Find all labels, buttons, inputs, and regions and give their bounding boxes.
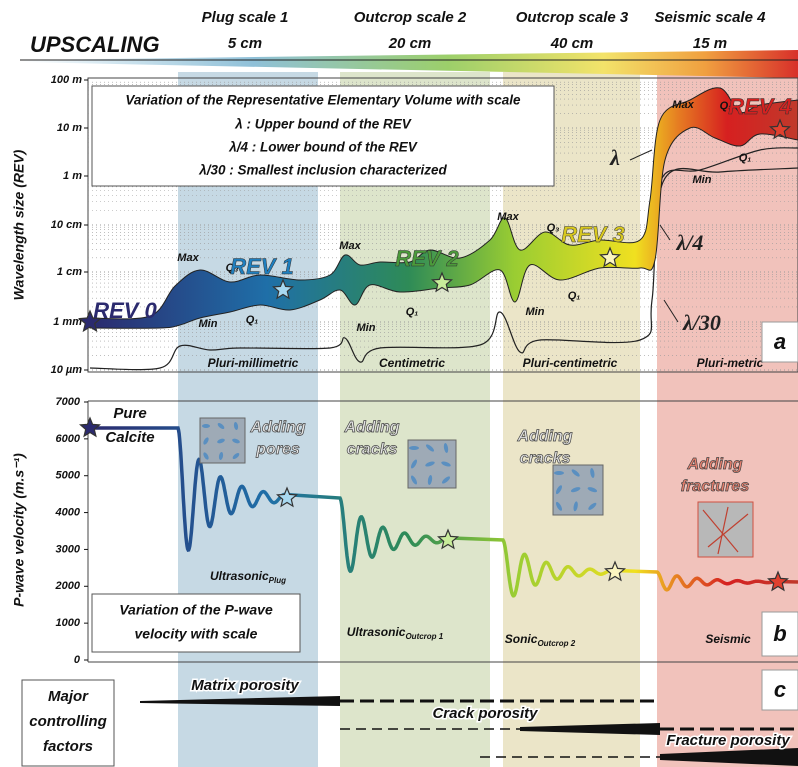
quantile-label: Q₁ (406, 306, 419, 318)
panel-c-title: Major (48, 688, 89, 705)
rev-label: REV 3 (561, 222, 625, 247)
process-label: cracks (520, 450, 571, 467)
quantile-label: Max (339, 240, 361, 252)
start-label: Calcite (105, 429, 154, 446)
method-name: Seismic (705, 632, 751, 646)
y-tick-label: 10 µm (51, 364, 83, 376)
header-title: UPSCALING (30, 32, 160, 57)
quantile-label: Max (177, 252, 199, 264)
method-sub: Outcrop 2 (537, 639, 575, 648)
quantile-label: Min (199, 318, 218, 330)
quantile-label: Min (693, 174, 712, 186)
y-tick-label: 6000 (56, 433, 81, 445)
y-tick-label: 0 (74, 654, 81, 666)
process-label: fractures (681, 478, 750, 495)
rev-label: REV 2 (395, 246, 459, 271)
method-name: Ultrasonic (210, 569, 269, 583)
y-tick-label: 2000 (55, 580, 81, 592)
y-tick-label: 3000 (56, 543, 81, 555)
process-label: Adding (343, 419, 399, 436)
legend-line: λ/4 : Lower bound of the REV (228, 140, 417, 155)
zone-label: Centimetric (379, 356, 445, 370)
quantile-label: Q₁ (739, 152, 752, 164)
panel-c-title: factors (43, 738, 93, 755)
box-line: Variation of the P-wave (119, 602, 273, 618)
quantile-label: Q₃ (547, 222, 560, 234)
method-name: Sonic (505, 632, 538, 646)
panel-c-title: controlling (29, 713, 107, 730)
rev-label: REV 0 (93, 298, 157, 323)
process-label: Adding (516, 428, 572, 445)
method-sub: Outcrop 1 (405, 632, 443, 641)
y-tick-label: 1 cm (57, 266, 82, 278)
factor-label: Fracture porosity (666, 732, 790, 749)
curve-label: λ (609, 145, 620, 170)
panel-letter: b (773, 621, 786, 646)
curve-label: λ/4 (676, 230, 704, 255)
scale-size: 20 cm (388, 35, 432, 52)
factor-label: Matrix porosity (191, 677, 299, 694)
scale-name: Outcrop scale 2 (354, 9, 467, 26)
y-axis-label: P-wave velocity (m.s⁻¹) (11, 453, 27, 607)
box-line: velocity with scale (135, 626, 258, 642)
legend-line: λ/30 : Smallest inclusion characterized (198, 163, 447, 178)
process-label: pores (255, 441, 300, 458)
method-name: Ultrasonic (347, 625, 406, 639)
scale-size: 40 cm (550, 35, 594, 52)
y-axis-label: Wavelength size (REV) (11, 149, 27, 300)
y-tick-label: 10 m (57, 122, 82, 134)
legend-line: λ : Upper bound of the REV (234, 117, 411, 132)
y-tick-label: 10 cm (51, 219, 82, 231)
rev-label: REV 4 (728, 94, 792, 119)
quantile-label: Q₁ (246, 314, 259, 326)
factor-label: Crack porosity (432, 705, 538, 722)
method-label: Seismic (705, 632, 751, 646)
scale-name: Outcrop scale 3 (516, 9, 629, 26)
y-tick-label: 1 m (63, 170, 82, 182)
star (81, 418, 100, 436)
start-label: Pure (113, 405, 146, 422)
quantile-label: Q₁ (568, 290, 581, 302)
y-tick-label: 1 mm (53, 316, 82, 328)
curve-label: λ/30 (682, 310, 721, 335)
y-tick-label: 5000 (56, 470, 81, 482)
zone-label: Pluri-millimetric (208, 356, 299, 370)
scale-size: 15 m (693, 35, 727, 52)
inset-grain (554, 471, 564, 475)
y-tick-label: 4000 (55, 506, 81, 518)
quantile-label: Max (497, 211, 519, 223)
figure: UPSCALING Plug scale 1 5 cm Outcrop scale 2… (0, 0, 798, 767)
scale-name: Plug scale 1 (202, 9, 289, 26)
quantile-label: Max (672, 99, 694, 111)
inset-grain (202, 424, 210, 428)
rev-label: REV 1 (230, 254, 294, 279)
zone-label: Pluri-metric (697, 356, 764, 370)
inset (698, 502, 753, 557)
quantile-label: Min (357, 322, 376, 334)
panel-letter: c (774, 677, 786, 702)
process-label: Adding (249, 419, 305, 436)
zone-label: Pluri-centimetric (523, 356, 618, 370)
y-tick-label: 100 m (51, 74, 82, 86)
scale-size: 5 cm (228, 35, 262, 52)
quantile-label: Min (526, 306, 545, 318)
y-tick-label: 7000 (56, 396, 81, 408)
y-tick-label: 1000 (56, 617, 81, 629)
legend-title: Variation of the Representative Elementa… (125, 93, 521, 108)
panel-letter: a (774, 329, 786, 354)
method-sub: Plug (269, 576, 286, 585)
process-label: cracks (347, 441, 398, 458)
process-label: Adding (686, 456, 742, 473)
inset-grain (409, 446, 419, 450)
scale-name: Seismic scale 4 (655, 9, 767, 26)
